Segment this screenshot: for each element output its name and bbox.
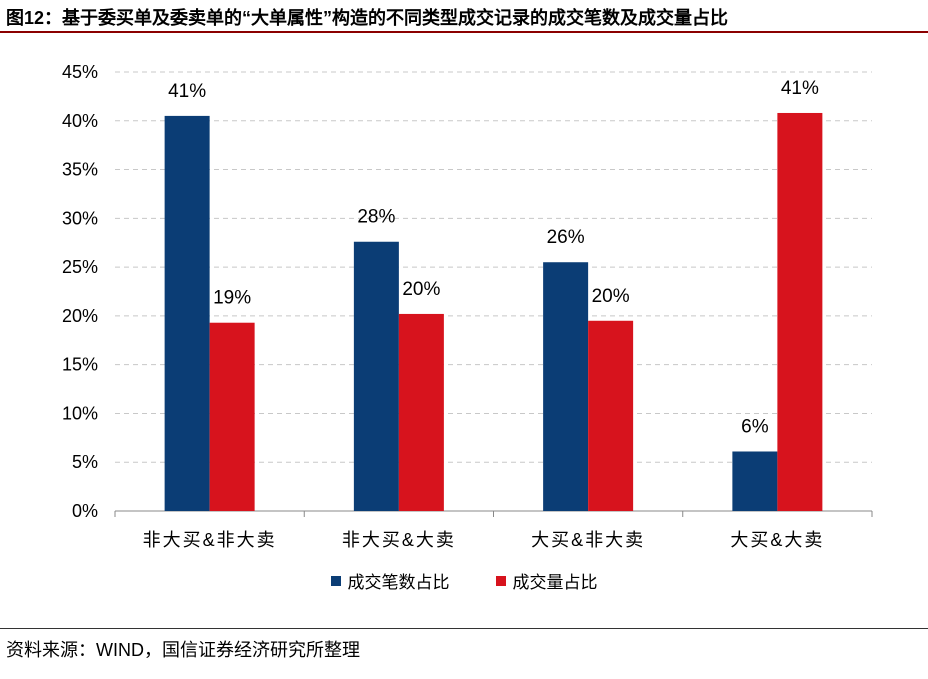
data-label: 20% bbox=[592, 286, 630, 307]
bar bbox=[398, 313, 444, 511]
source-note: 资料来源：WIND，国信证券经济研究所整理 bbox=[6, 640, 360, 660]
y-tick-label: 0% bbox=[72, 501, 98, 521]
x-tick-label: 大买&大卖 bbox=[730, 530, 824, 550]
bar-chart: 0% 5% 10% 15% 20% 25% 30% 35% 40% 45% 41% 19% 非大买&非大… bbox=[62, 62, 873, 550]
data-label: 26% bbox=[547, 227, 585, 248]
legend-label-series2: 成交量占比 bbox=[512, 573, 598, 592]
y-tick-label: 5% bbox=[72, 452, 98, 472]
y-tick-label: 30% bbox=[62, 208, 98, 228]
legend-label-series1: 成交笔数占比 bbox=[347, 573, 450, 592]
chart-legend: 成交笔数占比 成交量占比 bbox=[0, 568, 928, 593]
y-tick-label: 25% bbox=[62, 257, 98, 277]
figure-caption: 图12：基于委买单及委卖单的“大单属性”构造的不同类型成交记录的成交笔数及成交量… bbox=[6, 8, 729, 28]
bar bbox=[209, 322, 255, 511]
data-label: 20% bbox=[402, 279, 440, 300]
y-tick-label: 40% bbox=[62, 111, 98, 131]
footer-rule bbox=[0, 628, 928, 629]
y-tick-label: 10% bbox=[62, 403, 98, 423]
y-tick-label: 35% bbox=[62, 160, 98, 180]
data-label: 19% bbox=[213, 288, 251, 309]
data-label: 6% bbox=[741, 416, 769, 437]
y-tick-label: 15% bbox=[62, 355, 98, 375]
legend-item-series2: 成交量占比 bbox=[495, 568, 598, 593]
x-tick-label: 非大买&非大卖 bbox=[143, 530, 277, 550]
legend-swatch-series1 bbox=[330, 575, 341, 586]
data-label: 41% bbox=[781, 78, 819, 99]
legend-swatch-series2 bbox=[495, 575, 506, 586]
bar bbox=[543, 262, 589, 511]
caption-rule bbox=[0, 31, 928, 33]
bar bbox=[353, 241, 399, 511]
y-tick-label: 20% bbox=[62, 306, 98, 326]
y-tick-label: 45% bbox=[62, 62, 98, 82]
bar bbox=[732, 451, 778, 511]
x-tick-label: 非大买&大卖 bbox=[342, 530, 456, 550]
data-label: 41% bbox=[168, 81, 206, 102]
data-label: 28% bbox=[357, 207, 395, 228]
bar bbox=[588, 320, 634, 511]
x-tick-label: 大买&非大卖 bbox=[531, 530, 645, 550]
bar bbox=[777, 112, 823, 512]
bar bbox=[164, 115, 210, 512]
legend-item-series1: 成交笔数占比 bbox=[330, 568, 450, 593]
